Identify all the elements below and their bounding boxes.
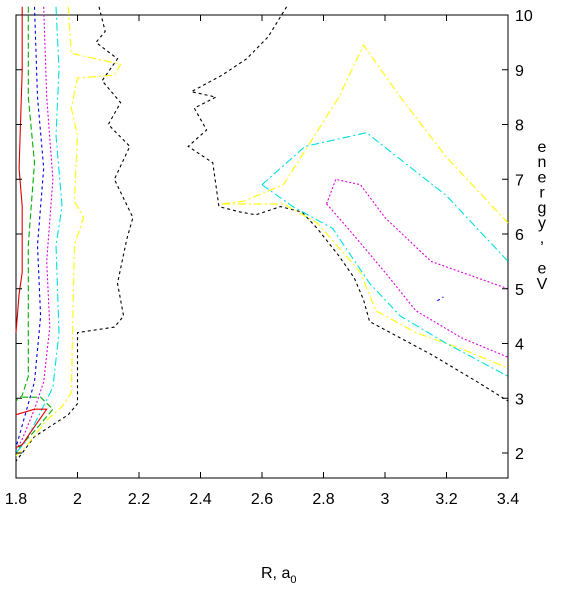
contour-line-2-3 — [222, 203, 509, 369]
y-axis-label-char: r — [539, 185, 545, 202]
contour-line-7-2 — [15, 408, 48, 449]
y-tick-label: 5 — [515, 282, 524, 299]
y-axis-label-char: e — [538, 261, 547, 278]
svg-text:R, a0: R, a0 — [261, 565, 296, 586]
contour-line-2-2 — [221, 44, 509, 224]
plot-frame — [15, 14, 509, 479]
x-tick-label: 2.4 — [189, 491, 211, 508]
y-axis-label-char: e — [538, 169, 547, 186]
y-axis-label-char: y — [538, 215, 546, 232]
y-axis-label-char: , — [540, 230, 544, 247]
contour-line-1-1 — [15, 6, 134, 462]
x-tick-label: 3 — [381, 491, 390, 508]
y-tick-label: 9 — [515, 63, 524, 80]
y-tick-label: 7 — [515, 172, 524, 189]
x-tick-label: 2.2 — [128, 491, 150, 508]
x-tick-label: 2.8 — [312, 491, 334, 508]
contour-line-1-2 — [187, 6, 509, 402]
y-tick-label: 6 — [515, 227, 524, 244]
y-tick-label: 2 — [515, 446, 524, 463]
y-tick-label: 3 — [515, 391, 524, 408]
contour-line-5-2 — [437, 296, 444, 302]
contour-line-6-1 — [15, 6, 36, 402]
contour-line-6-2 — [15, 396, 54, 451]
y-tick-label: 10 — [515, 8, 533, 25]
contour-line-2-1 — [15, 6, 122, 457]
x-axis-label-subscript: 0 — [290, 574, 296, 586]
contour-line-3-3 — [261, 184, 509, 377]
y-axis-ticks: 2 3 4 5 6 7 8 9 10 — [16, 8, 533, 463]
contour-line-4-1 — [15, 6, 54, 451]
y-axis-label-char: g — [538, 200, 547, 217]
y-axis-label-char: e — [538, 139, 547, 156]
y-axis-label-char: V — [537, 276, 548, 293]
x-tick-label: 1.8 — [5, 491, 27, 508]
contour-line-4-2 — [326, 178, 509, 290]
x-axis-label-main: R, a — [261, 565, 290, 582]
x-tick-label: 2 — [73, 491, 82, 508]
y-axis-label-char: n — [538, 154, 547, 171]
y-tick-label: 8 — [515, 118, 524, 135]
contour-line-3-2 — [261, 132, 509, 262]
contour-line-4-3 — [326, 203, 509, 358]
x-tick-label: 3.4 — [497, 491, 519, 508]
contour-line-5-1 — [15, 6, 45, 448]
contour-line-7-1 — [15, 6, 23, 333]
y-tick-label: 4 — [515, 337, 524, 354]
x-axis-ticks: 1.8 2 2.2 2.4 2.6 2.8 3 3.2 3.4 — [5, 15, 519, 508]
contour-lines — [15, 6, 509, 462]
x-tick-label: 3.2 — [435, 491, 457, 508]
x-axis-label: R, a0 — [261, 565, 296, 586]
x-tick-label: 2.6 — [251, 491, 273, 508]
